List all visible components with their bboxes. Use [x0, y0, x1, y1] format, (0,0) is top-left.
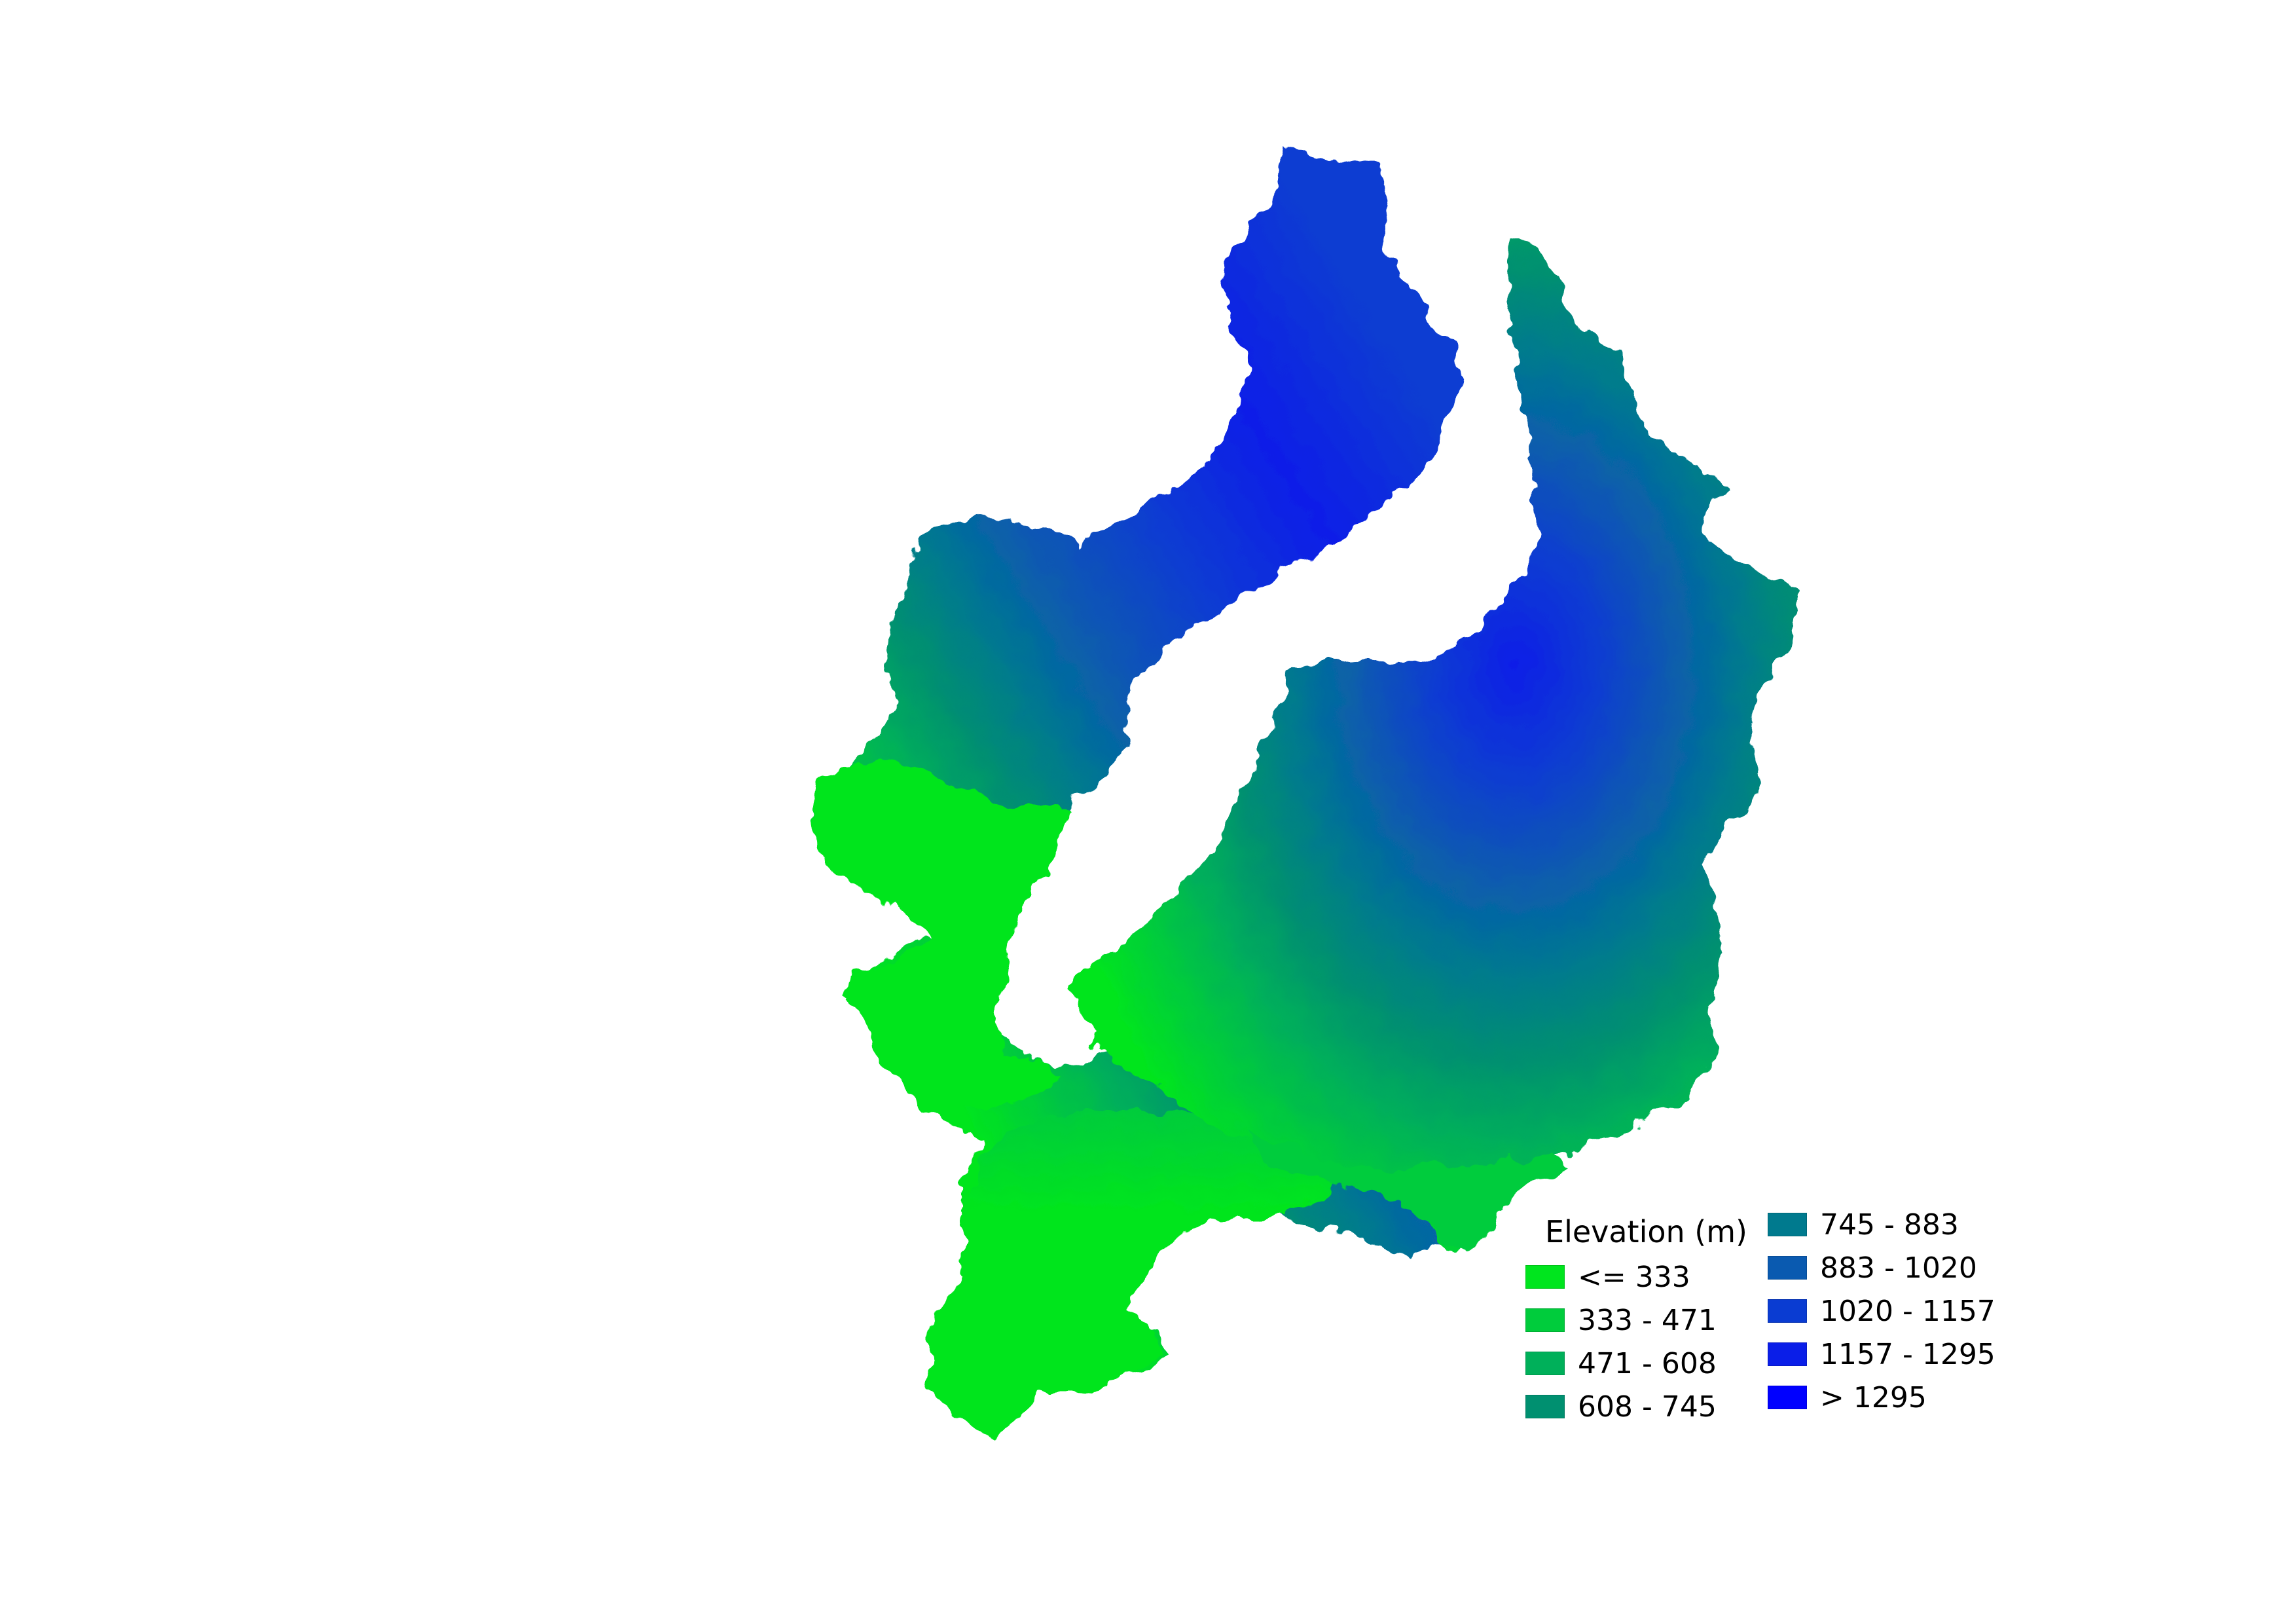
legend-label: <= 333 [1578, 1260, 1690, 1294]
legend-swatch [1768, 1386, 1807, 1409]
legend-label: 608 - 745 [1578, 1390, 1717, 1424]
legend-item: 745 - 883 [1768, 1208, 1959, 1242]
legend-item: 883 - 1020 [1768, 1251, 1977, 1285]
east-lakeshore [1074, 239, 1565, 969]
lake [1002, 167, 1532, 1054]
legend-swatch [1768, 1299, 1807, 1323]
legend-label: 745 - 883 [1820, 1208, 1959, 1242]
legend-label: 883 - 1020 [1820, 1251, 1977, 1285]
legend-swatch [1525, 1395, 1565, 1418]
map-legend: Elevation (m) <= 333 333 - 471 471 - 608… [1506, 1198, 2030, 1447]
legend-item: <= 333 [1525, 1261, 1690, 1294]
legend-label: 471 - 608 [1578, 1346, 1717, 1380]
west-terrain [812, 147, 1460, 1441]
legend-swatch [1525, 1352, 1565, 1375]
southwest-lowland [812, 760, 1087, 1107]
south-lowland [936, 1113, 1336, 1434]
legend-item: > 1295 [1768, 1380, 1927, 1414]
legend-title: Elevation (m) [1545, 1214, 1747, 1249]
legend-label: > 1295 [1820, 1380, 1927, 1414]
legend-swatch [1768, 1213, 1807, 1236]
legend-swatch [1768, 1342, 1807, 1366]
legend-swatch [1768, 1256, 1807, 1280]
legend-item: 471 - 608 [1525, 1347, 1717, 1380]
legend-item: 333 - 471 [1525, 1304, 1717, 1337]
east-terrain [1061, 239, 1794, 1251]
east-region [1061, 239, 1794, 1251]
legend-label: 1020 - 1157 [1820, 1294, 1995, 1328]
legend-swatch [1525, 1265, 1565, 1289]
legend-item: 1020 - 1157 [1768, 1295, 1995, 1328]
legend-swatch [1525, 1308, 1565, 1332]
west-region [812, 147, 1460, 1441]
legend-item: 608 - 745 [1525, 1390, 1717, 1424]
legend-label: 1157 - 1295 [1820, 1337, 1995, 1371]
legend-label: 333 - 471 [1578, 1303, 1717, 1337]
legend-item: 1157 - 1295 [1768, 1338, 1995, 1371]
east-south-lowland [1244, 1133, 1571, 1251]
